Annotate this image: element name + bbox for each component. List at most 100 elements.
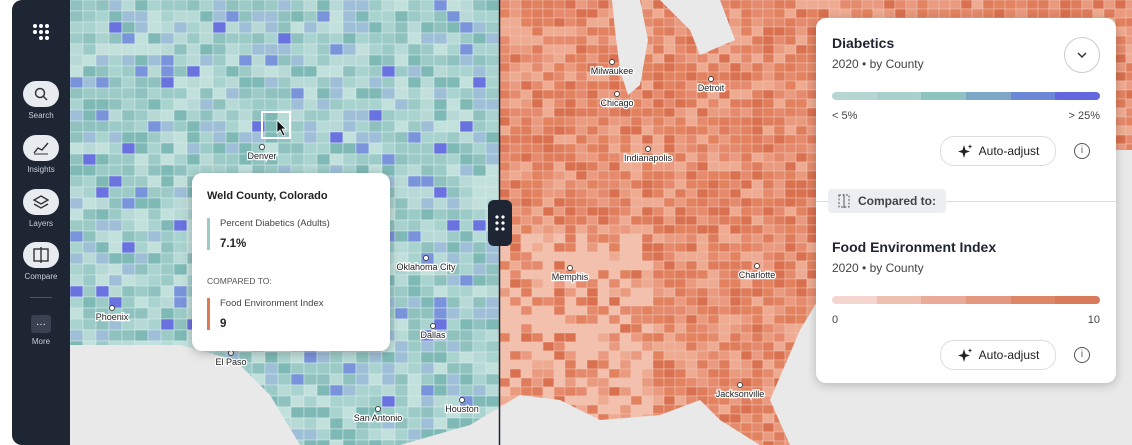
county [69,329,84,342]
county [420,76,435,89]
nav-compare[interactable]: Compare [12,242,70,281]
county [69,43,84,56]
county [121,98,136,111]
county [1070,8,1083,19]
county [368,373,383,386]
county [608,188,621,199]
county [316,131,331,144]
city-marker [737,382,743,388]
county [134,241,149,254]
county [160,186,175,199]
county [316,54,331,67]
county [564,152,577,163]
county [542,188,555,199]
county [407,373,422,386]
logo[interactable] [31,22,51,42]
county [520,44,533,55]
county [575,251,588,262]
county [520,332,533,343]
county [238,0,253,12]
county [652,8,665,19]
county [784,251,797,262]
county [586,0,599,10]
county [173,186,188,199]
county [685,278,698,289]
info-button[interactable]: i [1074,143,1090,159]
county [784,8,797,19]
county [564,251,577,262]
county [173,230,188,243]
county [520,224,533,235]
county [264,43,279,56]
county [586,386,599,397]
dropdown-button[interactable] [1064,37,1100,73]
county [459,263,474,276]
county [69,241,84,254]
county [420,351,435,364]
county [407,65,422,78]
county [696,71,709,82]
county [173,10,188,23]
county [696,98,709,109]
county [433,351,448,364]
county [238,76,253,89]
county [784,332,797,343]
county [608,386,621,397]
auto-adjust-button[interactable]: Auto-adjust [940,136,1056,166]
nav-search[interactable]: Search [12,81,70,120]
county [82,131,97,144]
county [199,131,214,144]
nav-insights[interactable]: Insights [12,135,70,174]
county [446,362,461,375]
county [718,368,731,379]
county [553,260,566,271]
nav-layers[interactable]: Layers [12,189,70,228]
county [619,161,632,172]
county [784,89,797,100]
county [199,120,214,133]
county [342,43,357,56]
county [762,98,775,109]
county [696,242,709,253]
county [264,351,279,364]
county [553,107,566,118]
county [762,89,775,100]
metric-value: 9 [220,318,227,330]
county [147,21,162,34]
split-handle[interactable] [488,200,512,246]
county [597,152,610,163]
county [212,54,227,67]
county [553,296,566,307]
county [751,197,764,208]
icon [23,135,59,161]
city-marker [754,263,760,269]
county [817,8,830,19]
county [238,10,253,23]
county [630,296,643,307]
county [316,395,331,408]
county [394,153,409,166]
county [520,242,533,253]
county [729,44,742,55]
info-button[interactable]: i [1074,347,1090,363]
auto-adjust-button[interactable]: Auto-adjust [940,340,1056,370]
county [707,305,720,316]
county [303,406,318,419]
county [95,241,110,254]
county [498,134,511,145]
county [553,368,566,379]
county [1004,0,1017,10]
county [685,251,698,262]
county [619,179,632,190]
nav-more[interactable]: ··· More [12,315,70,346]
county [707,242,720,253]
county [740,224,753,235]
county [251,65,266,78]
county [553,62,566,73]
county [674,35,687,46]
county [586,404,599,415]
county [342,142,357,155]
county [329,21,344,34]
county [542,224,555,235]
county [685,188,698,199]
